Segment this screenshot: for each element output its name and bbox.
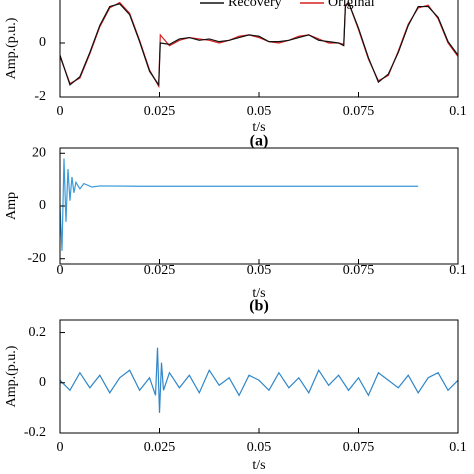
x-tick-label: 0.025 (144, 104, 176, 119)
y-tick-label: 0 (39, 375, 46, 390)
x-tick-label: 0.075 (343, 263, 375, 278)
y-tick-label: 0.2 (29, 325, 47, 340)
x-axis-label: t/s (252, 458, 265, 473)
series-line (60, 347, 458, 413)
x-tick-label: 0.075 (343, 104, 375, 119)
series-line (60, 1, 458, 87)
plot-area (60, 1, 458, 89)
y-axis-label: Amp.(p.u.) (4, 17, 19, 79)
x-tick-label: 0.025 (144, 440, 176, 455)
plot-area (60, 347, 458, 413)
x-tick-label: 0 (57, 440, 64, 455)
plot-frame (59, 319, 459, 434)
y-tick-label: -2 (34, 89, 46, 104)
series-line (60, 1, 458, 89)
x-tick-label: 0.025 (144, 263, 176, 278)
y-axis-label: Amp.(p.u.) (4, 345, 19, 407)
series-line (60, 158, 419, 251)
y-tick-label: 0 (39, 35, 46, 50)
legend-label: Original (328, 0, 375, 10)
x-tick-label: 0 (57, 104, 64, 119)
y-axis-label: Amp (4, 192, 19, 220)
x-tick-label: 0.05 (247, 440, 272, 455)
x-tick-label: 0.075 (343, 440, 375, 455)
panel-caption: (a) (250, 133, 269, 150)
x-axis-label: t/s (252, 120, 265, 135)
plot-frame (59, 0, 459, 98)
y-tick-label: 20 (32, 145, 46, 160)
x-tick-label: 0.05 (247, 104, 272, 119)
y-tick-label: -20 (27, 251, 46, 266)
x-tick-label: 0 (57, 263, 64, 278)
x-tick-label: 0.1 (449, 440, 467, 455)
x-tick-label: 0.1 (449, 263, 467, 278)
plot-area (60, 158, 419, 251)
plot-frame (59, 147, 459, 265)
y-tick-label: -0.2 (24, 425, 46, 440)
legend-label: Recovery (228, 0, 282, 10)
panel-caption: (b) (249, 298, 269, 315)
x-axis-label: t/s (252, 286, 265, 301)
y-tick-label: 0 (39, 198, 46, 213)
x-tick-label: 0.1 (449, 104, 467, 119)
x-tick-label: 0.05 (247, 263, 272, 278)
